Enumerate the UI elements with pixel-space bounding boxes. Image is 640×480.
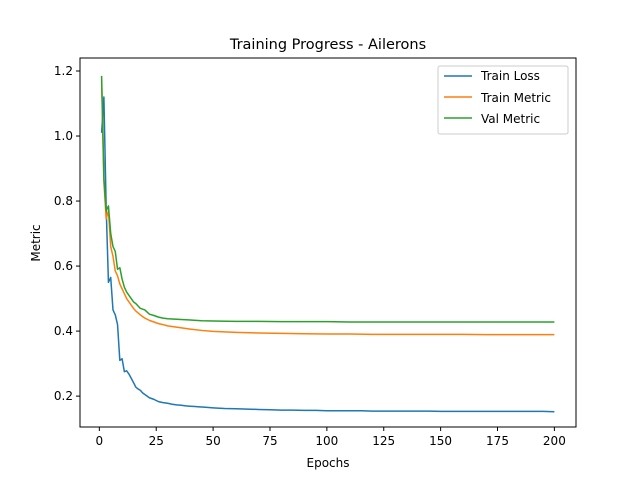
train-loss-line <box>100 96 555 413</box>
x-tick-label: 175 <box>486 434 509 448</box>
legend-label-train-loss: Train Loss <box>480 69 540 83</box>
plot-frame <box>79 57 577 428</box>
x-tick-label: 75 <box>262 434 277 448</box>
x-tick-label: 150 <box>429 434 452 448</box>
series-lines <box>100 75 555 413</box>
y-tick-label: 1.0 <box>54 129 73 143</box>
y-tick-label: 0.4 <box>54 324 73 338</box>
x-tick-label: 25 <box>149 434 164 448</box>
legend-label-val-metric: Val Metric <box>481 112 540 126</box>
x-axis-label: Epochs <box>307 456 350 470</box>
y-axis: 0.2 0.4 0.6 0.8 1.0 1.2 <box>54 64 80 403</box>
x-tick-label: 125 <box>372 434 395 448</box>
x-tick-label: 50 <box>205 434 220 448</box>
y-tick-label: 0.8 <box>54 194 73 208</box>
train-metric-line <box>100 80 555 336</box>
x-tick-label: 100 <box>315 434 338 448</box>
y-tick-label: 0.6 <box>54 259 73 273</box>
y-tick-label: 1.2 <box>54 64 73 78</box>
x-tick-label: 200 <box>543 434 566 448</box>
legend: Train Loss Train Metric Val Metric <box>437 65 569 135</box>
chart-title: Training Progress - Ailerons <box>229 37 426 53</box>
x-axis: 0 25 50 75 100 125 150 175 200 <box>96 427 566 448</box>
val-metric-line <box>100 75 555 323</box>
y-tick-label: 0.2 <box>54 389 73 403</box>
legend-label-train-metric: Train Metric <box>480 91 551 105</box>
legend-box <box>437 65 569 135</box>
y-axis-label: Metric <box>29 224 43 261</box>
x-tick-label: 0 <box>96 434 104 448</box>
